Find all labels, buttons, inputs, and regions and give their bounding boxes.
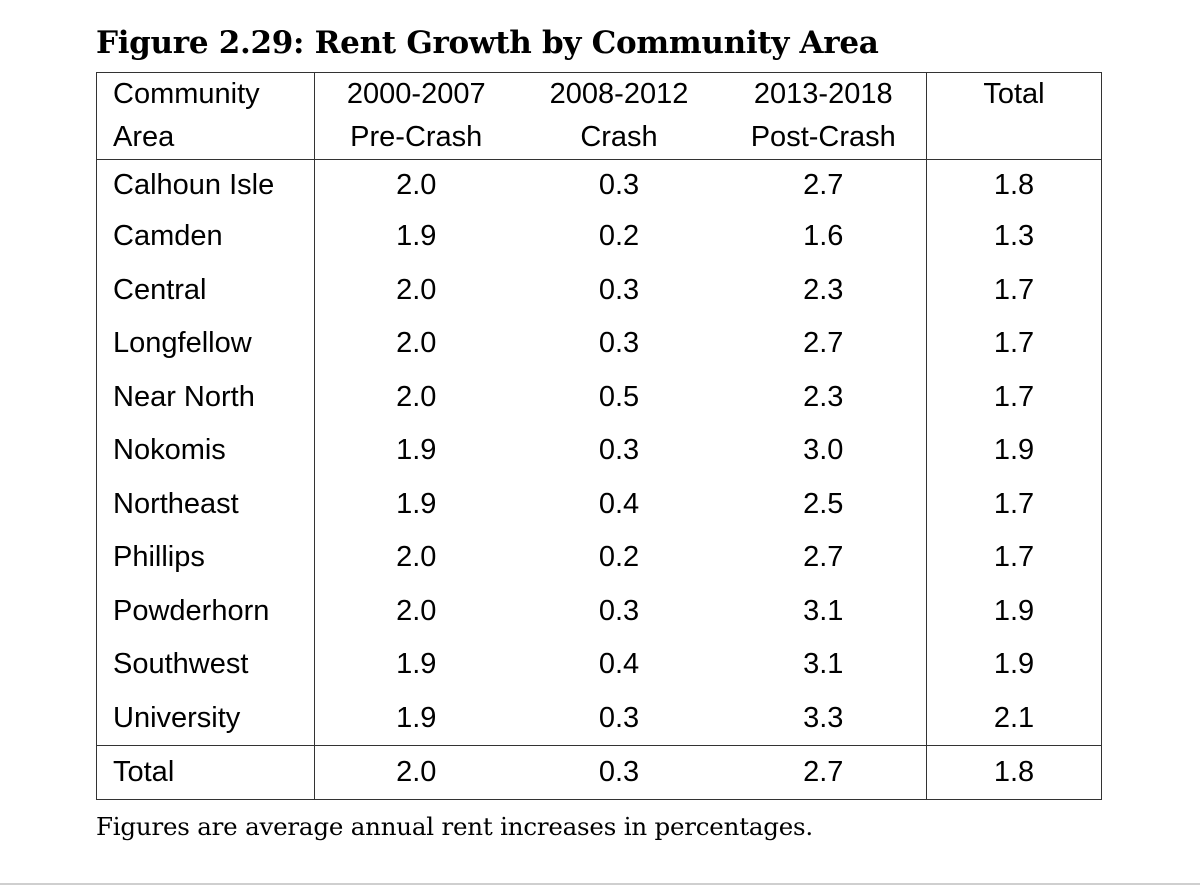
crash-cell: 0.3 [598, 701, 640, 734]
post-crash-cell: 2.7 [720, 531, 927, 585]
community-area-cell: Calhoun Isle [96, 159, 315, 210]
community-area-cell: Powderhorn [96, 584, 315, 638]
table-row: Southwest 1.9 0.4 3.1 1.9 [96, 638, 1102, 692]
header-line: 2000-2007 [346, 78, 486, 110]
total-cell: 1.7 [926, 477, 1102, 531]
post-crash-cell: 3.1 [720, 638, 927, 692]
pre-crash-cell: 2.0 [314, 317, 518, 371]
total-cell: 1.8 [926, 159, 1102, 210]
total-crash-cell: 0.3 [517, 745, 721, 800]
post-crash-cell: 3.0 [720, 424, 927, 478]
total-cell: 1.9 [926, 638, 1102, 692]
table-row: Calhoun Isle 2.0 0.3 2.7 1.8 [96, 159, 1102, 210]
column-header-crash: 2008-2012 Crash [517, 72, 721, 160]
community-area-cell: Longfellow [96, 317, 315, 371]
post-crash-cell: 2.3 [720, 370, 927, 424]
figure-title: Figure 2.29: Rent Growth by Community Ar… [96, 25, 879, 61]
table-row: Nokomis 1.9 0.3 3.0 1.9 [96, 424, 1102, 478]
post-crash-cell: 1.6 [720, 210, 927, 264]
post-crash-cell: 2.7 [720, 317, 927, 371]
post-crash-cell: 3.3 [720, 691, 927, 746]
table-row: Northeast 1.9 0.4 2.5 1.7 [96, 477, 1102, 531]
header-line: 2013-2018 [753, 78, 893, 110]
community-area-cell: Central [96, 263, 315, 317]
crash-cell: 0.3 [598, 168, 640, 201]
column-header-community-area: Community Area [96, 72, 315, 160]
crash-cell: 0.2 [598, 541, 640, 574]
crash-cell: 0.3 [598, 594, 640, 627]
header-line: Crash [580, 121, 658, 153]
header-line: Post-Crash [750, 121, 896, 153]
column-header-post-crash: 2013-2018 Post-Crash [720, 72, 927, 160]
post-crash-cell: 2.7 [720, 159, 927, 210]
post-crash-cell: 2.5 [720, 477, 927, 531]
crash-cell: 0.4 [598, 487, 640, 520]
crash-cell: 0.2 [598, 220, 640, 253]
table-footer: Total 2.0 0.3 2.7 1.8 [96, 745, 1102, 800]
total-row: Total 2.0 0.3 2.7 1.8 [96, 745, 1102, 800]
table-row: Camden 1.9 0.2 1.6 1.3 [96, 210, 1102, 264]
total-cell: 1.9 [926, 584, 1102, 638]
total-cell: 1.7 [926, 317, 1102, 371]
community-area-cell: Phillips [96, 531, 315, 585]
post-crash-cell: 3.1 [720, 584, 927, 638]
table-row: Longfellow 2.0 0.3 2.7 1.7 [96, 317, 1102, 371]
header-row: Community Area 2000-2007 Pre-Crash 2008-… [96, 72, 1102, 160]
community-area-cell: University [96, 691, 315, 746]
column-header-pre-crash: 2000-2007 Pre-Crash [314, 72, 518, 160]
pre-crash-cell: 2.0 [314, 531, 518, 585]
pre-crash-cell: 2.0 [314, 370, 518, 424]
table-row: University 1.9 0.3 3.3 2.1 [96, 691, 1102, 746]
post-crash-cell: 2.3 [720, 263, 927, 317]
header-line: Pre-Crash [350, 121, 483, 153]
pre-crash-cell: 1.9 [314, 691, 518, 746]
total-total-cell: 1.8 [926, 745, 1102, 800]
table-body: Calhoun Isle 2.0 0.3 2.7 1.8 Camden 1.9 0.2 1.6 1… [96, 159, 1102, 746]
crash-cell: 0.3 [598, 327, 640, 360]
pre-crash-cell: 2.0 [314, 263, 518, 317]
rent-growth-table: Community Area 2000-2007 Pre-Crash 2008-… [96, 72, 1102, 800]
footnote: Figures are average annual rent increase… [96, 812, 813, 841]
pre-crash-cell: 2.0 [314, 159, 518, 210]
pre-crash-cell: 1.9 [314, 424, 518, 478]
total-cell: 1.7 [926, 531, 1102, 585]
column-header-total: Total [926, 72, 1102, 160]
crash-cell: 0.5 [598, 380, 640, 413]
header-line: Area [113, 121, 175, 153]
page-divider [0, 883, 1200, 885]
table-row: Central 2.0 0.3 2.3 1.7 [96, 263, 1102, 317]
table-header: Community Area 2000-2007 Pre-Crash 2008-… [96, 72, 1102, 160]
total-cell: 2.1 [926, 691, 1102, 746]
total-cell: 1.9 [926, 424, 1102, 478]
community-area-cell: Nokomis [96, 424, 315, 478]
community-area-cell: Southwest [96, 638, 315, 692]
table-row: Phillips 2.0 0.2 2.7 1.7 [96, 531, 1102, 585]
pre-crash-cell: 1.9 [314, 477, 518, 531]
header-line: Total [983, 78, 1045, 110]
crash-cell: 0.3 [598, 273, 640, 306]
pre-crash-cell: 1.9 [314, 210, 518, 264]
community-area-cell: Near North [96, 370, 315, 424]
header-line: 2008-2012 [549, 78, 689, 110]
total-row-label: Total [96, 745, 315, 800]
total-pre-crash-cell: 2.0 [314, 745, 518, 800]
total-post-crash-cell: 2.7 [720, 745, 927, 800]
crash-cell: 0.4 [598, 648, 640, 681]
table-row: Near North 2.0 0.5 2.3 1.7 [96, 370, 1102, 424]
community-area-cell: Northeast [96, 477, 315, 531]
community-area-cell: Camden [96, 210, 315, 264]
pre-crash-cell: 2.0 [314, 584, 518, 638]
table-row: Powderhorn 2.0 0.3 3.1 1.9 [96, 584, 1102, 638]
total-cell: 1.3 [926, 210, 1102, 264]
total-cell: 1.7 [926, 370, 1102, 424]
total-cell: 1.7 [926, 263, 1102, 317]
pre-crash-cell: 1.9 [314, 638, 518, 692]
header-line: Community [113, 78, 260, 110]
crash-cell: 0.3 [598, 434, 640, 467]
